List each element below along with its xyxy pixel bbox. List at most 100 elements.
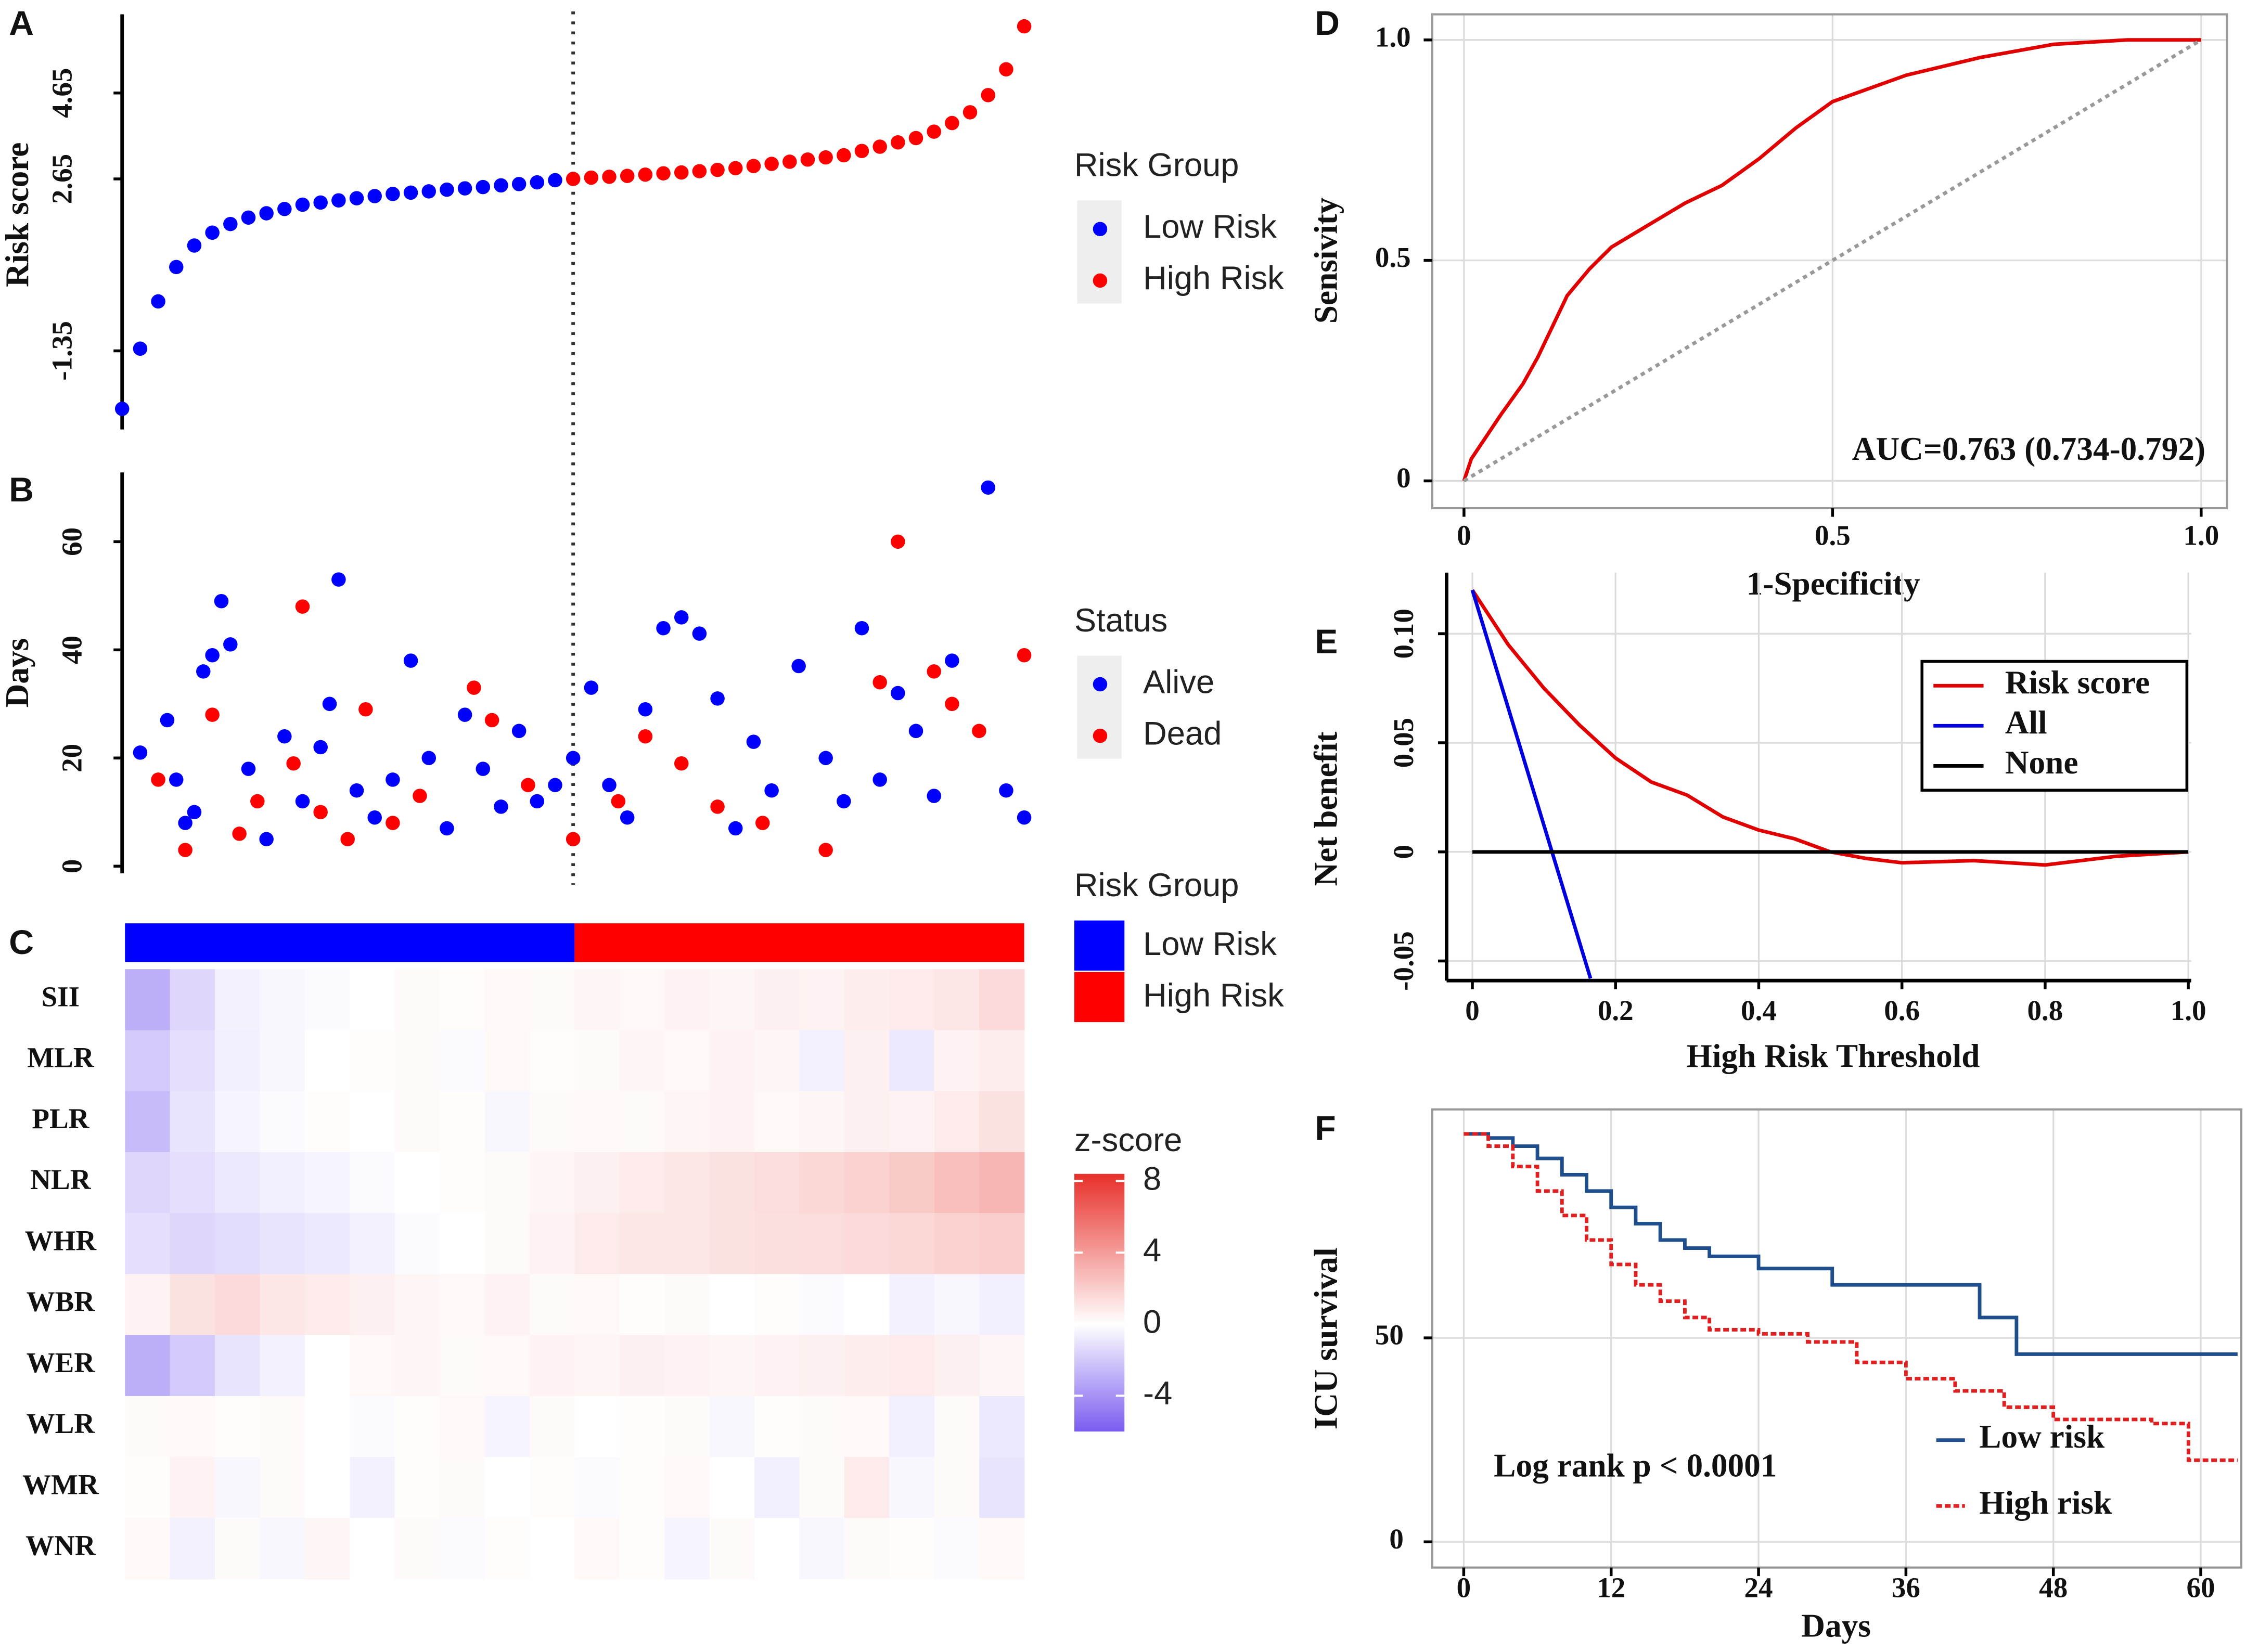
- heatmap-cell: [350, 1213, 395, 1275]
- heatmap-cell: [440, 1396, 485, 1457]
- heatmap-cell: [484, 1335, 530, 1397]
- heatmap-cell: [304, 1335, 351, 1397]
- point: [782, 154, 797, 169]
- point: [602, 170, 617, 184]
- heatmap-cell: [125, 969, 171, 1031]
- point: [114, 402, 130, 416]
- panel-label: E: [1315, 622, 1338, 661]
- y-axis-title: Risk score: [0, 143, 35, 287]
- point: [584, 680, 599, 695]
- y-tick-label: 50: [1375, 1319, 1404, 1351]
- heatmap-cell: [709, 1213, 755, 1275]
- y-tick-label: 40: [56, 636, 88, 664]
- colorbar-label: 0: [1143, 1303, 1161, 1340]
- y-tick-label: 0: [56, 859, 88, 874]
- annotation: Log rank p < 0.0001: [1494, 1447, 1777, 1483]
- y-tick-label: 0: [1389, 1523, 1404, 1555]
- point: [530, 794, 545, 809]
- heatmap-cell: [170, 1152, 215, 1214]
- heatmap-cell: [799, 969, 845, 1031]
- panel-label: D: [1315, 4, 1340, 42]
- legend-swatch: [1074, 920, 1125, 971]
- point: [548, 173, 562, 188]
- heatmap-cell: [215, 1457, 261, 1519]
- heatmap-cell: [664, 1335, 710, 1397]
- point: [746, 734, 761, 749]
- heatmap-cell: [260, 1335, 305, 1397]
- heatmap-cell: [170, 1396, 215, 1457]
- heatmap-cell: [799, 1274, 845, 1336]
- heatmap-cell: [889, 1091, 935, 1153]
- heatmap-cell: [709, 969, 755, 1031]
- heatmap-cell: [170, 1335, 215, 1397]
- heatmap-cell: [619, 1457, 665, 1519]
- point: [187, 805, 202, 820]
- point: [413, 789, 427, 803]
- heatmap-cell: [709, 1030, 755, 1092]
- heatmap-cell: [619, 1274, 665, 1336]
- heatmap-cell: [484, 969, 530, 1031]
- heatmap-cell: [709, 1091, 755, 1153]
- heatmap-cell: [125, 1152, 171, 1214]
- heatmap-cell: [979, 1335, 1025, 1397]
- heatmap-cell: [394, 1274, 440, 1336]
- point: [223, 216, 238, 231]
- heatmap-cell: [979, 1396, 1025, 1457]
- heatmap-cell: [934, 1396, 980, 1457]
- heatmap-cell: [304, 1396, 351, 1457]
- legend-label: All: [2005, 704, 2047, 741]
- point: [530, 175, 545, 190]
- heatmap-cell: [304, 1518, 351, 1580]
- line: [1462, 38, 2201, 482]
- heatmap-cell: [394, 1030, 440, 1092]
- heatmap-cell: [440, 1030, 485, 1092]
- heatmap-cell: [260, 969, 305, 1031]
- point: [818, 751, 833, 766]
- annotation: AUC=0.763 (0.734-0.792): [1852, 431, 2205, 467]
- x-tick-label: 36: [1892, 1571, 1920, 1603]
- heatmap-cell: [170, 1274, 215, 1336]
- heatmap-cell: [754, 1335, 800, 1397]
- y-tick-label: -1.35: [46, 321, 78, 381]
- y-axis-title: Net benefit: [1307, 731, 1344, 886]
- y-tick-label: 2.65: [46, 154, 78, 204]
- heatmap-cell: [844, 1274, 890, 1336]
- point: [638, 729, 653, 744]
- heatmap-cell: [664, 1152, 710, 1214]
- heatmap-cell: [979, 1152, 1025, 1214]
- heatmap-cell: [619, 1518, 665, 1580]
- heatmap-cell: [664, 1274, 710, 1336]
- point: [692, 626, 707, 641]
- heatmap-cell: [889, 1152, 935, 1214]
- heatmap-cell: [844, 1396, 890, 1457]
- point: [854, 144, 869, 159]
- point: [403, 185, 418, 200]
- heatmap-cell: [664, 1091, 710, 1153]
- point: [386, 772, 400, 787]
- heatmap-cell: [574, 1091, 620, 1153]
- heatmap-cell: [754, 1213, 800, 1275]
- heatmap-cell: [889, 1213, 935, 1275]
- heatmap-cell: [394, 1518, 440, 1580]
- legend-swatch: [1093, 273, 1108, 288]
- legend-label: None: [2005, 744, 2078, 781]
- point: [160, 713, 175, 728]
- point: [349, 191, 364, 205]
- y-tick-label: 4.65: [46, 68, 78, 118]
- heatmap-cell: [125, 1030, 171, 1092]
- point: [205, 648, 220, 663]
- point: [178, 843, 192, 857]
- point: [440, 182, 454, 197]
- heatmap-cell: [799, 1518, 845, 1580]
- heatmap-cell: [799, 1091, 845, 1153]
- point: [927, 664, 941, 679]
- heatmap-cell: [394, 1213, 440, 1275]
- point: [457, 181, 472, 196]
- point: [178, 816, 192, 830]
- heatmap-cell: [754, 1518, 800, 1580]
- heatmap-cell: [304, 1091, 351, 1153]
- heatmap-cell: [979, 1091, 1025, 1153]
- point: [692, 164, 707, 178]
- x-tick-label: 48: [2039, 1571, 2068, 1603]
- point: [313, 740, 328, 755]
